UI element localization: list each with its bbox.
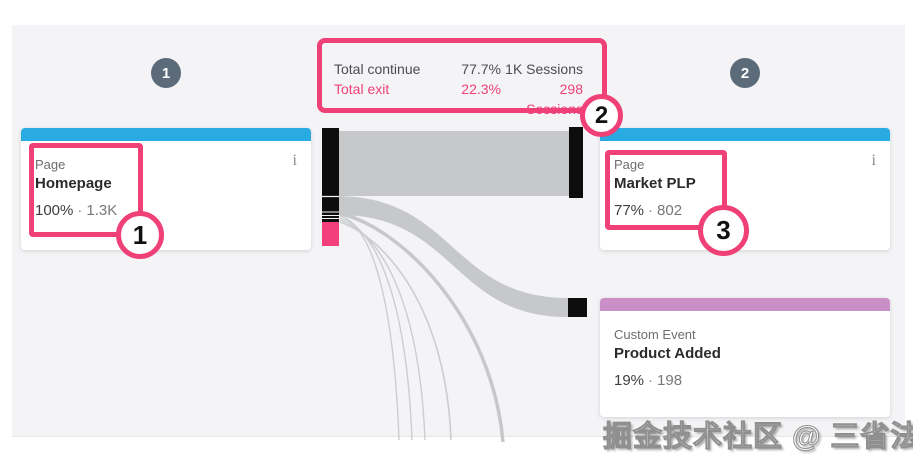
card-header-bar (600, 298, 890, 311)
annotation-number: 1 (132, 219, 148, 250)
node-metric: 77% · 802 (614, 202, 876, 219)
metric-separator: · (648, 202, 654, 219)
dimension-label: Page (614, 157, 645, 172)
card-body: Custom Event Product Added 19% · 198 (600, 311, 890, 401)
total-exit-row: Total exit 22.3% 298 Sessions (334, 79, 583, 119)
step-2-number: 2 (740, 64, 750, 82)
node-title: Homepage (35, 175, 112, 192)
metric-count: 198 (657, 372, 683, 389)
annotation-number: 3 (716, 215, 731, 245)
annotation-circle-3: 3 (698, 205, 749, 256)
total-exit-sessions: 298 Sessions (526, 81, 583, 117)
card-body: i Page Homepage 100% · 1.3K (21, 141, 311, 231)
step-1-number: 1 (161, 64, 171, 82)
total-exit-percent: 22.3% (461, 81, 501, 97)
node-title: Market PLP (614, 175, 696, 192)
metric-percent: 100% (35, 202, 74, 219)
watermark-text: 掘金技术社区 @ 三省法师 (602, 421, 913, 454)
dimension-label: Custom Event (614, 327, 696, 342)
metric-count: 1.3K (86, 202, 118, 219)
annotation-number: 2 (594, 101, 609, 129)
metric-separator: · (77, 202, 83, 219)
dimension-label: Page (35, 157, 66, 172)
metric-separator: · (648, 372, 654, 389)
info-icon[interactable]: i (871, 152, 876, 169)
node-metric: 100% · 1.3K (35, 202, 297, 219)
node-card-homepage[interactable]: i Page Homepage 100% · 1.3K (21, 128, 311, 250)
node-title: Product Added (614, 345, 721, 362)
total-continue-row: Total continue 77.7% 1K Sessions (334, 59, 583, 79)
total-continue-sessions: 1K Sessions (505, 61, 583, 77)
node-metric: 19% · 198 (614, 372, 876, 389)
annotation-circle-1: 1 (116, 211, 164, 259)
metric-count: 802 (657, 202, 683, 219)
card-body: i Page Market PLP 77% · 802 (600, 141, 890, 231)
total-exit-label: Total exit (334, 81, 390, 97)
step-2-badge: 2 (730, 58, 760, 88)
card-header-bar (21, 128, 311, 141)
info-icon[interactable]: i (292, 152, 297, 169)
annotation-box-1 (29, 143, 143, 237)
totals-summary-box: Total continue 77.7% 1K Sessions Total e… (317, 38, 607, 117)
step-1-badge: 1 (151, 58, 181, 88)
card-header-bar (600, 128, 890, 141)
annotation-box-3 (605, 150, 727, 230)
node-card-product-added[interactable]: Custom Event Product Added 19% · 198 (600, 298, 890, 417)
annotation-circle-2: 2 (580, 94, 623, 137)
metric-percent: 19% (614, 372, 645, 389)
total-continue-label: Total continue (334, 61, 421, 77)
total-continue-percent: 77.7% (461, 61, 501, 77)
metric-percent: 77% (614, 202, 645, 219)
